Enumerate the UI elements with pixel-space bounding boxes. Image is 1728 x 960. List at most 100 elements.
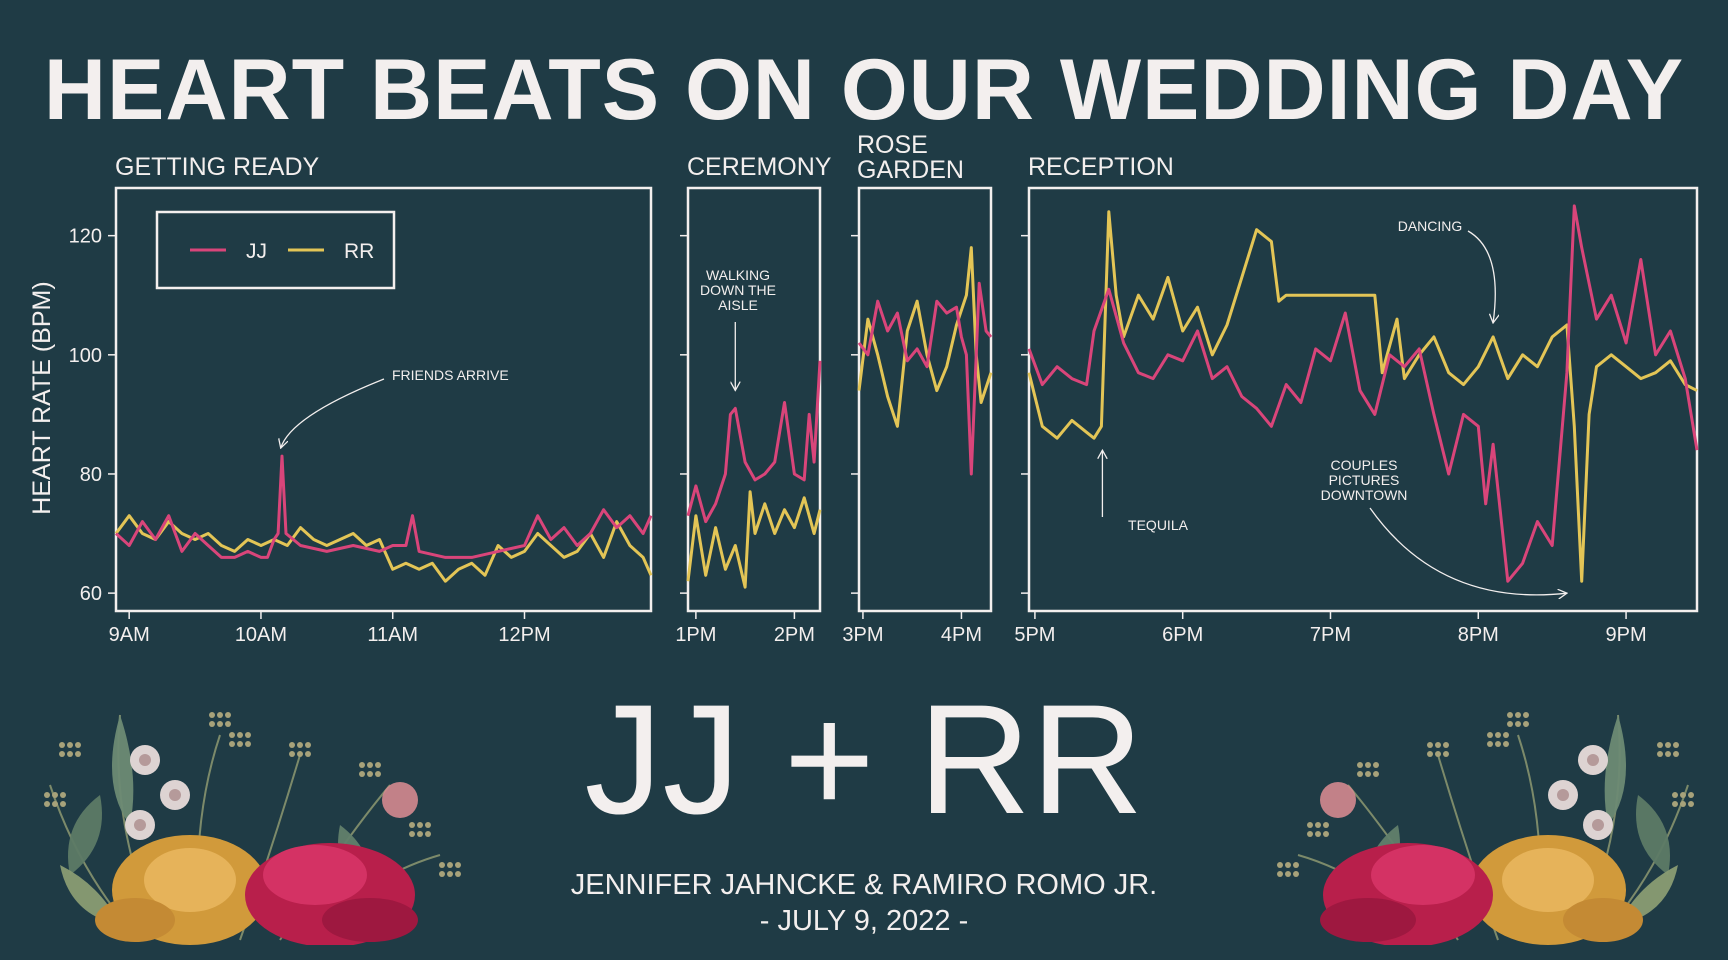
- sprig-dot: [44, 792, 50, 798]
- panel-title: CEREMONY: [687, 153, 832, 181]
- series-line-jj: [1027, 204, 1699, 583]
- sprig-dot: [1307, 822, 1313, 828]
- x-tick-label: 1PM: [675, 624, 716, 646]
- sprig-dot: [1285, 862, 1291, 868]
- sprig-dot: [1307, 831, 1313, 837]
- panel-frame: [114, 186, 653, 613]
- sprig-dot: [1673, 742, 1679, 748]
- rose-petal: [1371, 845, 1475, 905]
- peony-petal: [1502, 848, 1594, 912]
- annotation-label: DANCING: [1398, 218, 1463, 234]
- x-tick-label: 9AM: [109, 624, 150, 646]
- sprig-dot: [1515, 712, 1521, 718]
- sprig-dot: [1277, 871, 1283, 877]
- x-tick-label: 11AM: [367, 624, 418, 646]
- sprig-dot: [1487, 741, 1493, 747]
- sprig-dot: [1672, 801, 1678, 807]
- series-line-jj: [857, 281, 993, 476]
- flower-bouquet-icon: [44, 712, 461, 945]
- sprig-dot: [225, 721, 231, 727]
- sprig-dot: [425, 831, 431, 837]
- sprig-dot: [1427, 751, 1433, 757]
- sprig-dot: [1495, 732, 1501, 738]
- x-tick-label: 2PM: [774, 624, 815, 646]
- x-tick-label: 4PM: [941, 624, 982, 646]
- sprig-dot: [305, 742, 311, 748]
- annotation-label: TEQUILA: [1128, 517, 1189, 533]
- sprig-dot: [455, 871, 461, 877]
- y-tick-label: 80: [80, 464, 102, 486]
- annotation-arrow: [281, 378, 385, 448]
- sprig-dot: [1365, 762, 1371, 768]
- sprig-dot: [1293, 871, 1299, 877]
- sprig-dot: [1435, 742, 1441, 748]
- panels-layer: GETTING READY 60 80 100 120 9AM 10AM 11AM 12PM FR…: [69, 131, 1699, 646]
- annotation-arrow: [1467, 230, 1495, 323]
- blossom-center: [169, 789, 181, 801]
- sprig-dot: [59, 751, 65, 757]
- peony-petal: [144, 848, 236, 912]
- sprig-dot: [237, 741, 243, 747]
- couple-names: JENNIFER JAHNCKE & RAMIRO ROMO JR.: [570, 869, 1158, 901]
- sprig-dot: [1665, 742, 1671, 748]
- sprig-dot: [209, 721, 215, 727]
- sprig-dot: [1680, 801, 1686, 807]
- blossom-center: [1592, 819, 1604, 831]
- sprig-dot: [367, 771, 373, 777]
- sprig-dot: [1523, 712, 1529, 718]
- sprig-dot: [245, 741, 251, 747]
- sprig-dot: [1315, 831, 1321, 837]
- rose-petal: [322, 898, 418, 942]
- peony-petal: [95, 898, 175, 942]
- sprig-dot: [1503, 741, 1509, 747]
- sprig-dot: [75, 742, 81, 748]
- series-line-rr: [114, 514, 653, 583]
- leaf-shape: [112, 715, 134, 825]
- x-tick-label: 9PM: [1605, 624, 1646, 646]
- sprig-dot: [367, 762, 373, 768]
- sprig-dot: [447, 862, 453, 868]
- annotation-label: AISLE: [718, 297, 758, 313]
- sprig-dot: [447, 871, 453, 877]
- sprig-dot: [455, 862, 461, 868]
- chart-panel: RECEPTION 5PM 6PM 7PM 8PM 9PM TEQUILA DANCING CO…: [1014, 153, 1699, 646]
- sprig-dot: [52, 792, 58, 798]
- flower-bouquet-icon: [1277, 712, 1694, 945]
- sprig-dot: [305, 751, 311, 757]
- sprig-dot: [1672, 792, 1678, 798]
- series-line-rr: [857, 246, 993, 428]
- sprig-dot: [1515, 721, 1521, 727]
- sprig-dot: [1323, 822, 1329, 828]
- x-tick-label: 7PM: [1310, 624, 1351, 646]
- sprig-dot: [297, 751, 303, 757]
- peony-petal: [1563, 898, 1643, 942]
- sprig-dot: [1657, 751, 1663, 757]
- couple-initials: JJ + RR: [584, 673, 1144, 847]
- sprig-dot: [1357, 762, 1363, 768]
- sprig-dot: [289, 742, 295, 748]
- sprig-dot: [217, 721, 223, 727]
- leaf-shape: [1636, 795, 1670, 875]
- sprig-dot: [289, 751, 295, 757]
- sprig-dot: [1315, 822, 1321, 828]
- sprig-dot: [1495, 741, 1501, 747]
- sprig-dot: [1523, 721, 1529, 727]
- sprig-dot: [417, 822, 423, 828]
- annotation-label: DOWN THE: [700, 282, 776, 298]
- sprig-dot: [1680, 792, 1686, 798]
- blossom-center: [1587, 754, 1599, 766]
- legend-frame: [155, 210, 396, 290]
- sprig-dot: [359, 762, 365, 768]
- sprig-dot: [1487, 732, 1493, 738]
- sprig-dot: [1657, 742, 1663, 748]
- blossom-center: [139, 754, 151, 766]
- x-tick-label: 5PM: [1014, 624, 1055, 646]
- sprig-dot: [1277, 862, 1283, 868]
- sprig-dot: [229, 741, 235, 747]
- x-tick-label: 6PM: [1162, 624, 1203, 646]
- sprig-dot: [225, 712, 231, 718]
- page-title: HEART BEATS ON OUR WEDDING DAY: [43, 42, 1685, 138]
- sprig-dot: [1357, 771, 1363, 777]
- sprig-dot: [1688, 801, 1694, 807]
- sprig-dot: [75, 751, 81, 757]
